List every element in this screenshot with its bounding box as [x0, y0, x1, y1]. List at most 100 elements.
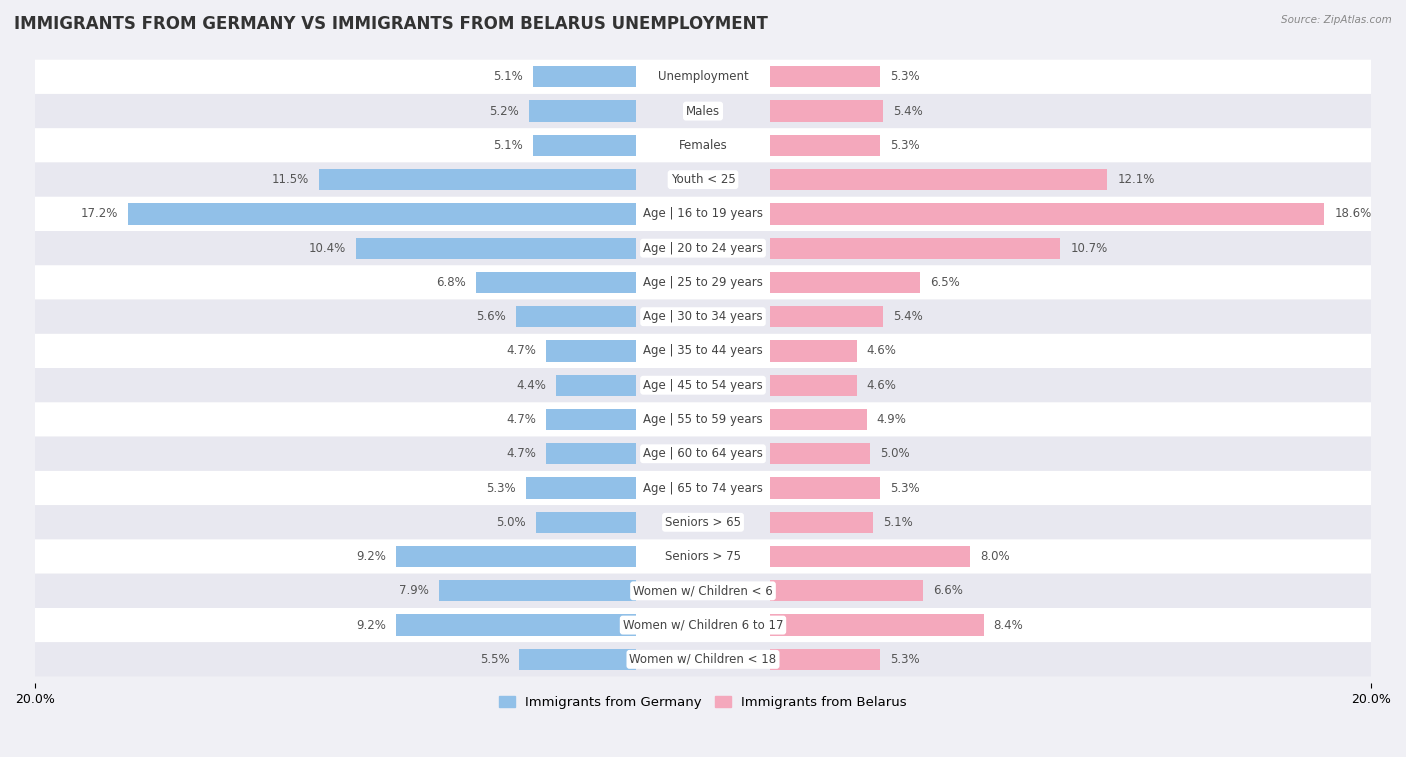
- Bar: [526, 478, 636, 499]
- FancyBboxPatch shape: [35, 231, 1371, 265]
- Text: IMMIGRANTS FROM GERMANY VS IMMIGRANTS FROM BELARUS UNEMPLOYMENT: IMMIGRANTS FROM GERMANY VS IMMIGRANTS FR…: [14, 15, 768, 33]
- Text: 5.0%: 5.0%: [496, 516, 526, 529]
- FancyBboxPatch shape: [35, 608, 1371, 642]
- Text: Women w/ Children < 18: Women w/ Children < 18: [630, 653, 776, 666]
- Text: 4.9%: 4.9%: [877, 413, 907, 426]
- Bar: [319, 169, 636, 190]
- Text: 10.7%: 10.7%: [1070, 241, 1108, 254]
- Text: 4.7%: 4.7%: [506, 413, 536, 426]
- Bar: [475, 272, 636, 293]
- FancyBboxPatch shape: [35, 265, 1371, 300]
- Bar: [770, 409, 866, 430]
- FancyBboxPatch shape: [35, 642, 1371, 677]
- Bar: [439, 580, 636, 602]
- Text: 5.1%: 5.1%: [494, 70, 523, 83]
- Text: 5.1%: 5.1%: [883, 516, 912, 529]
- FancyBboxPatch shape: [35, 197, 1371, 231]
- Text: Age | 60 to 64 years: Age | 60 to 64 years: [643, 447, 763, 460]
- Text: Age | 30 to 34 years: Age | 30 to 34 years: [643, 310, 763, 323]
- Text: 18.6%: 18.6%: [1334, 207, 1372, 220]
- FancyBboxPatch shape: [35, 403, 1371, 437]
- Text: 17.2%: 17.2%: [82, 207, 118, 220]
- Bar: [395, 546, 636, 567]
- Bar: [519, 649, 636, 670]
- Bar: [770, 135, 880, 156]
- FancyBboxPatch shape: [35, 94, 1371, 128]
- Text: Unemployment: Unemployment: [658, 70, 748, 83]
- Bar: [533, 135, 636, 156]
- Text: Females: Females: [679, 139, 727, 152]
- FancyBboxPatch shape: [35, 300, 1371, 334]
- Bar: [555, 375, 636, 396]
- Text: 11.5%: 11.5%: [271, 173, 309, 186]
- Bar: [770, 66, 880, 88]
- Text: 5.3%: 5.3%: [890, 70, 920, 83]
- Text: 4.6%: 4.6%: [866, 378, 897, 391]
- Text: 8.0%: 8.0%: [980, 550, 1010, 563]
- FancyBboxPatch shape: [35, 368, 1371, 403]
- Bar: [770, 238, 1060, 259]
- Text: Age | 20 to 24 years: Age | 20 to 24 years: [643, 241, 763, 254]
- Text: Age | 65 to 74 years: Age | 65 to 74 years: [643, 481, 763, 494]
- Text: Seniors > 65: Seniors > 65: [665, 516, 741, 529]
- Text: Age | 35 to 44 years: Age | 35 to 44 years: [643, 344, 763, 357]
- Legend: Immigrants from Germany, Immigrants from Belarus: Immigrants from Germany, Immigrants from…: [494, 691, 912, 715]
- Text: 8.4%: 8.4%: [994, 618, 1024, 631]
- Bar: [770, 649, 880, 670]
- FancyBboxPatch shape: [35, 540, 1371, 574]
- Bar: [356, 238, 636, 259]
- Text: Source: ZipAtlas.com: Source: ZipAtlas.com: [1281, 15, 1392, 25]
- Text: 5.3%: 5.3%: [890, 139, 920, 152]
- Bar: [770, 204, 1324, 225]
- Text: 5.4%: 5.4%: [893, 104, 924, 117]
- Text: Males: Males: [686, 104, 720, 117]
- FancyBboxPatch shape: [35, 334, 1371, 368]
- FancyBboxPatch shape: [35, 437, 1371, 471]
- Text: 5.2%: 5.2%: [489, 104, 519, 117]
- Bar: [770, 169, 1107, 190]
- Bar: [770, 546, 970, 567]
- Text: 6.6%: 6.6%: [934, 584, 963, 597]
- Bar: [546, 341, 636, 362]
- Bar: [770, 615, 984, 636]
- Text: 4.4%: 4.4%: [516, 378, 546, 391]
- Text: Age | 16 to 19 years: Age | 16 to 19 years: [643, 207, 763, 220]
- Text: 5.0%: 5.0%: [880, 447, 910, 460]
- Text: 5.4%: 5.4%: [893, 310, 924, 323]
- Bar: [533, 66, 636, 88]
- FancyBboxPatch shape: [35, 163, 1371, 197]
- Bar: [770, 341, 856, 362]
- Bar: [770, 306, 883, 327]
- Text: 6.8%: 6.8%: [436, 276, 465, 289]
- FancyBboxPatch shape: [35, 471, 1371, 505]
- FancyBboxPatch shape: [35, 574, 1371, 608]
- FancyBboxPatch shape: [35, 128, 1371, 163]
- Text: 5.6%: 5.6%: [477, 310, 506, 323]
- Bar: [395, 615, 636, 636]
- Text: Age | 25 to 29 years: Age | 25 to 29 years: [643, 276, 763, 289]
- Bar: [546, 409, 636, 430]
- Text: 9.2%: 9.2%: [356, 550, 385, 563]
- Text: 9.2%: 9.2%: [356, 618, 385, 631]
- Bar: [770, 272, 920, 293]
- Text: 6.5%: 6.5%: [931, 276, 960, 289]
- Text: 4.7%: 4.7%: [506, 447, 536, 460]
- Bar: [128, 204, 636, 225]
- Text: 12.1%: 12.1%: [1118, 173, 1154, 186]
- Text: 4.6%: 4.6%: [866, 344, 897, 357]
- Bar: [770, 101, 883, 122]
- Bar: [770, 512, 873, 533]
- Text: Age | 55 to 59 years: Age | 55 to 59 years: [643, 413, 763, 426]
- Bar: [770, 478, 880, 499]
- Text: 5.3%: 5.3%: [890, 653, 920, 666]
- Text: Women w/ Children < 6: Women w/ Children < 6: [633, 584, 773, 597]
- Text: 5.3%: 5.3%: [486, 481, 516, 494]
- Text: 5.3%: 5.3%: [890, 481, 920, 494]
- Text: 10.4%: 10.4%: [308, 241, 346, 254]
- FancyBboxPatch shape: [35, 505, 1371, 540]
- Text: Women w/ Children 6 to 17: Women w/ Children 6 to 17: [623, 618, 783, 631]
- Bar: [536, 512, 636, 533]
- Text: 5.5%: 5.5%: [479, 653, 509, 666]
- Bar: [770, 580, 924, 602]
- FancyBboxPatch shape: [35, 60, 1371, 94]
